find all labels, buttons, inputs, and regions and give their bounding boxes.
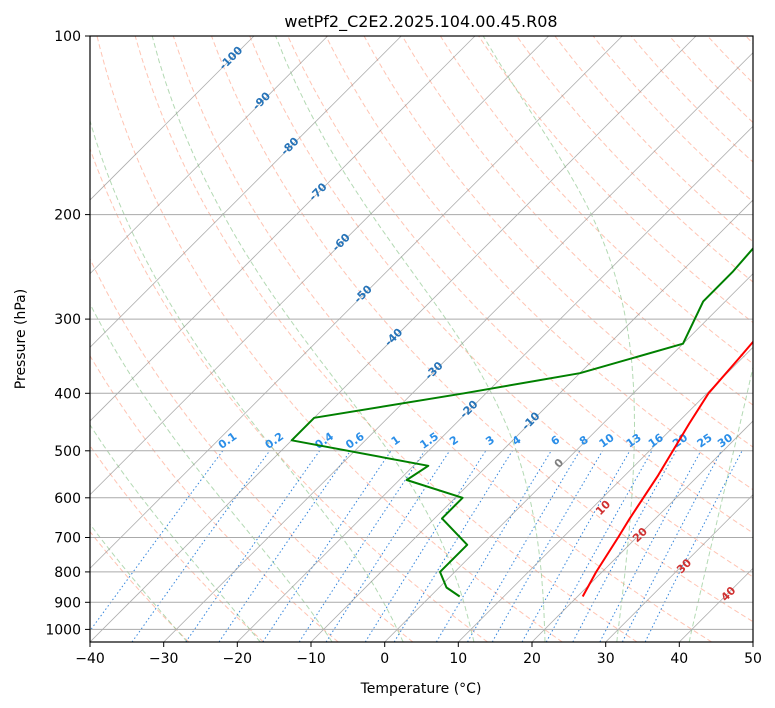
isotherm xyxy=(90,36,623,569)
x-tick-label: 20 xyxy=(523,651,541,667)
sounding-profiles xyxy=(290,246,753,598)
mixing-ratio-line xyxy=(572,450,677,642)
isotherm xyxy=(531,420,753,642)
dewpoint-profile xyxy=(290,246,753,598)
isotherms xyxy=(90,36,753,642)
moist-adiabat xyxy=(90,423,261,642)
dry-adiabat xyxy=(172,36,712,642)
x-tick-label: 30 xyxy=(597,651,615,667)
moist-adiabat xyxy=(275,36,546,642)
mixing-ratio-line xyxy=(185,450,321,642)
dry-adiabat xyxy=(592,36,753,203)
moist-adiabat xyxy=(90,302,333,642)
moist-adiabat xyxy=(90,119,404,642)
dry-adiabat xyxy=(211,36,753,623)
isotherm xyxy=(90,36,476,422)
mixing-ratio-line xyxy=(131,450,271,642)
temperature-profile xyxy=(581,340,753,597)
isotherm xyxy=(458,346,753,642)
x-tick-label: −20 xyxy=(223,651,253,667)
y-tick-label: 300 xyxy=(54,312,81,328)
y-axis-ticks: 100 200 300 400 500 600 700 800 900 1000 xyxy=(45,29,90,638)
isotherm xyxy=(310,199,753,642)
isotherm xyxy=(237,125,753,642)
y-tick-label: 400 xyxy=(54,386,81,402)
mixing-ratio-line xyxy=(325,450,451,642)
mixing-ratio-line xyxy=(521,450,631,642)
y-tick-label: 1000 xyxy=(45,622,81,638)
x-tick-label: −10 xyxy=(296,651,326,667)
mixing-ratio-line xyxy=(467,450,581,642)
dry-adiabat xyxy=(90,530,190,642)
y-axis-label: Pressure (hPa) xyxy=(13,289,29,389)
mixing-ratio-line xyxy=(218,450,351,642)
x-axis-label: Temperature (°C) xyxy=(360,681,482,697)
dry-adiabat xyxy=(401,36,753,406)
isotherm xyxy=(90,36,697,642)
dry-adiabat xyxy=(96,36,563,642)
dry-adiabat xyxy=(287,36,753,534)
isotherm xyxy=(384,273,753,642)
plot-area: 0.1 0.2 0.4 0.6 1 1.5 2 3 4 6 8 10 13 16 20 25 30-100-90… xyxy=(90,36,753,642)
mixing-ratio-line xyxy=(393,450,513,642)
y-tick-label: 700 xyxy=(54,531,81,547)
plot-frame xyxy=(89,35,754,643)
x-tick-label: 40 xyxy=(670,651,688,667)
x-tick-label: 50 xyxy=(744,651,762,667)
moist-adiabat xyxy=(482,36,635,642)
moist-adiabats xyxy=(90,36,753,642)
x-tick-label: −40 xyxy=(75,651,105,667)
dry-adiabat xyxy=(90,147,488,642)
mixing-ratio-lines xyxy=(90,450,743,642)
dry-adiabat xyxy=(478,36,753,324)
y-tick-label: 600 xyxy=(54,491,81,507)
dry-adiabat xyxy=(249,36,753,578)
y-tick-label: 900 xyxy=(54,595,81,611)
y-tick-label: 800 xyxy=(54,565,81,581)
y-tick-label: 100 xyxy=(54,29,81,45)
mixing-ratio-line xyxy=(364,450,487,642)
dry-adiabat xyxy=(90,257,414,642)
isotherm xyxy=(90,36,255,201)
moist-adiabat xyxy=(688,365,753,642)
isotherm xyxy=(163,52,753,642)
mixing-ratio-line xyxy=(491,450,603,642)
mixing-ratio-line xyxy=(435,450,552,642)
isotherm xyxy=(90,36,549,496)
dry-adiabat xyxy=(90,354,339,642)
moist-adiabat xyxy=(151,36,475,642)
dry-adiabat xyxy=(325,36,753,491)
y-tick-label: 500 xyxy=(54,444,81,460)
isotherm xyxy=(90,36,402,348)
pressure-gridlines xyxy=(90,36,753,630)
isotherm xyxy=(90,36,328,275)
y-tick-label: 200 xyxy=(54,208,81,224)
chart-title: wetPf2_C2E2.2025.104.00.45.R08 xyxy=(284,12,557,32)
dry-adiabat xyxy=(134,36,638,642)
x-axis-ticks: −40 −30 −20 −10 0 10 20 30 40 50 xyxy=(75,642,762,667)
x-tick-label: 0 xyxy=(380,651,389,667)
x-tick-label: 10 xyxy=(449,651,467,667)
x-tick-label: −30 xyxy=(149,651,179,667)
dry-adiabat xyxy=(439,36,753,365)
isotherm xyxy=(605,494,753,642)
